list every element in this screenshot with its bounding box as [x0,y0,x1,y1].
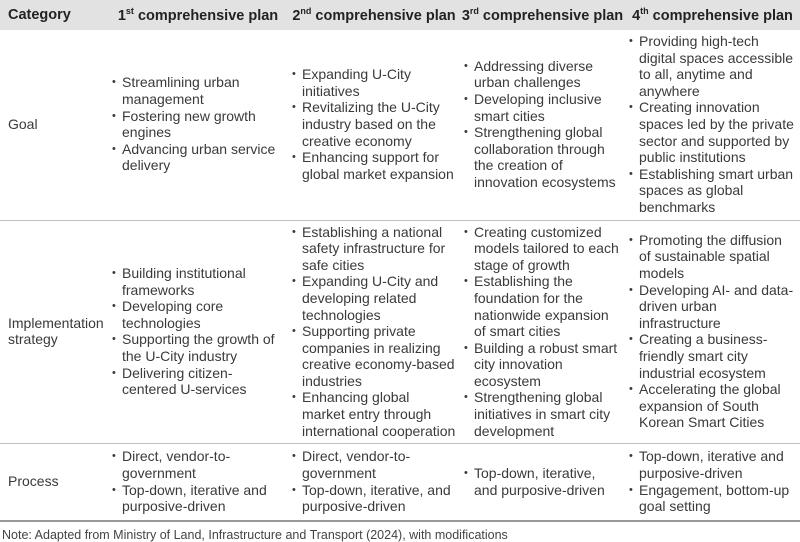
bullet-item: Building a robust smart city innovation … [464,340,621,390]
plan-label: comprehensive plan [648,7,793,24]
bullet-list: Building institutional frameworksDevelop… [112,265,284,398]
table-cell: Direct, vendor-to-governmentTop-down, it… [108,443,288,522]
bullet-item: Establishing a national safety infrastru… [292,224,456,274]
bullet-list: Establishing a national safety infrastru… [292,224,456,440]
bullet-item: Creating customized models tailored to e… [464,224,621,274]
bullet-list: Streamlining urban managementFostering n… [112,74,284,174]
table-row: Implementation strategyBuilding institut… [0,220,800,445]
bullet-item: Expanding U-City initiatives [292,66,456,99]
ordinal-suffix: nd [300,6,312,17]
bullet-item: Promoting the diffusion of sustainable s… [629,232,796,282]
table-cell: Streamlining urban managementFostering n… [108,30,288,221]
header-row: Category 1st comprehensive plan 2nd comp… [0,0,800,30]
bullet-item: Enhancing global market entry through in… [292,389,456,439]
bullet-list: Top-down, iterative and purposive-driven… [629,448,796,514]
ordinal-suffix: st [125,6,134,17]
bullet-item: Strengthening global collaboration throu… [464,124,621,190]
bullet-item: Accelerating the global expansion of Sou… [629,381,796,431]
bullet-list: Addressing diverse urban challengesDevel… [464,58,621,191]
header-plan-3: 3rd comprehensive plan [460,0,625,30]
table-cell: Building institutional frameworksDevelop… [108,220,288,445]
bullet-item: Developing inclusive smart cities [464,91,621,124]
bullet-item: Providing high-tech digital spaces acces… [629,33,796,99]
table-cell: Direct, vendor-to-governmentTop-down, it… [288,443,460,522]
bullet-item: Strengthening global initiatives in smar… [464,389,621,439]
bullet-list: Expanding U-City initiativesRevitalizing… [292,66,456,182]
bullet-item: Building institutional frameworks [112,265,284,298]
ordinal-suffix: rd [469,6,479,17]
table-cell: Addressing diverse urban challengesDevel… [460,30,625,221]
header-plan-4: 4th comprehensive plan [625,0,800,30]
bullet-item: Supporting private companies in realizin… [292,323,456,389]
table-cell: Top-down, iterative, and purposive-drive… [460,443,625,522]
bullet-item: Creating a business-friendly smart city … [629,331,796,381]
bullet-item: Enhancing support for global market expa… [292,149,456,182]
bullet-item: Creating innovation spaces led by the pr… [629,99,796,165]
bullet-list: Promoting the diffusion of sustainable s… [629,232,796,431]
plan-label: comprehensive plan [133,7,279,24]
plan-number: 3 [461,7,470,24]
bullet-item: Developing AI- and data-driven urban inf… [629,282,796,332]
bullet-item: Addressing diverse urban challenges [464,58,621,91]
bullet-item: Establishing the foundation for the nati… [464,273,621,339]
bullet-list: Direct, vendor-to-governmentTop-down, it… [292,448,456,514]
plan-number: 2 [292,7,301,24]
table-row: ProcessDirect, vendor-to-governmentTop-d… [0,443,800,522]
header-category: Category [0,0,108,30]
plan-label: comprehensive plan [478,7,624,24]
table-note: Note: Adapted from Ministry of Land, Inf… [2,527,508,542]
row-category: Process [0,443,108,522]
comprehensive-plans-table: Category 1st comprehensive plan 2nd comp… [0,0,800,522]
bullet-item: Expanding U-City and developing related … [292,273,456,323]
bullet-item: Engagement, bottom-up goal setting [629,482,796,515]
row-category: Implementation strategy [0,220,108,445]
bullet-item: Establishing smart urban spaces as globa… [629,166,796,216]
bullet-item: Top-down, iterative, and purposive-drive… [464,465,621,498]
bullet-list: Top-down, iterative, and purposive-drive… [464,465,621,498]
plan-number: 4 [632,7,641,24]
bullet-list: Providing high-tech digital spaces acces… [629,33,796,216]
bullet-list: Creating customized models tailored to e… [464,224,621,440]
bullet-item: Supporting the growth of the U-City indu… [112,331,284,364]
table-cell: Establishing a national safety infrastru… [288,220,460,445]
table-cell: Top-down, iterative and purposive-driven… [625,443,800,522]
bullet-list: Direct, vendor-to-governmentTop-down, it… [112,448,284,514]
table-cell: Providing high-tech digital spaces acces… [625,30,800,221]
table-cell: Promoting the diffusion of sustainable s… [625,220,800,445]
table-cell: Creating customized models tailored to e… [460,220,625,445]
bullet-item: Fostering new growth engines [112,108,284,141]
bullet-item: Top-down, iterative and purposive-driven [112,482,284,515]
bullet-item: Revitalizing the U-City industry based o… [292,99,456,149]
bullet-item: Direct, vendor-to-government [112,448,284,481]
bullet-item: Streamlining urban management [112,74,284,107]
bullet-item: Direct, vendor-to-government [292,448,456,481]
bullet-item: Top-down, iterative and purposive-driven [629,448,796,481]
bullet-item: Developing core technologies [112,298,284,331]
bullet-item: Advancing urban service delivery [112,141,284,174]
header-plan-1: 1st comprehensive plan [108,0,288,30]
row-category: Goal [0,30,108,221]
bullet-item: Delivering citizen-centered U-services [112,365,284,398]
plan-label: comprehensive plan [311,7,456,24]
bullet-item: Top-down, iterative, and purposive-drive… [292,482,456,515]
plan-number: 1 [117,7,126,24]
table-cell: Expanding U-City initiativesRevitalizing… [288,30,460,221]
ordinal-suffix: th [640,6,649,17]
table-row: GoalStreamlining urban managementFosteri… [0,30,800,221]
header-plan-2: 2nd comprehensive plan [288,0,460,30]
